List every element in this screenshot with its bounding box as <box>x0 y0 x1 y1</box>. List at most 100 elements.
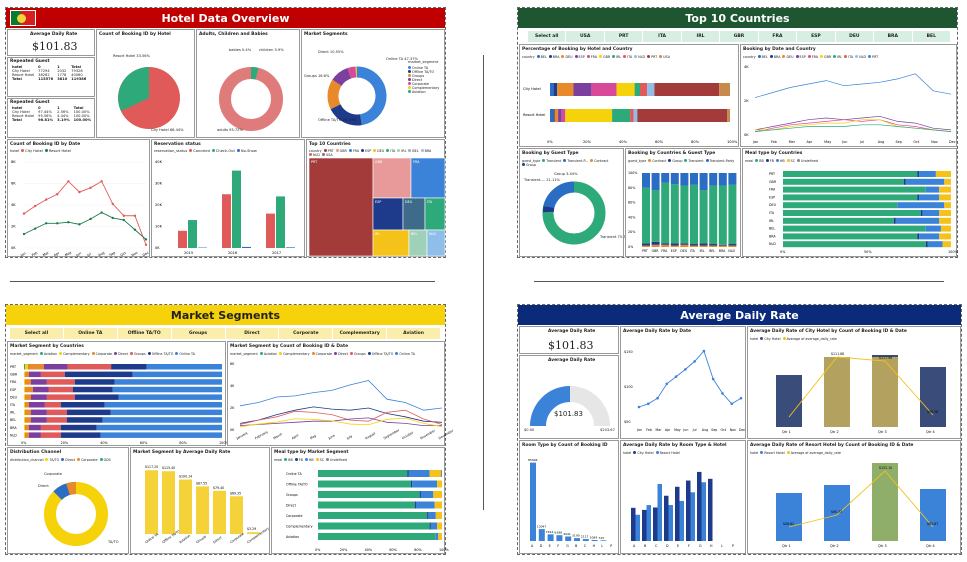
tick-label: 2015 <box>184 251 193 255</box>
legend-dot-icon <box>21 149 25 152</box>
tick-label: $150 <box>624 350 633 354</box>
tick-label: Sep <box>711 428 717 432</box>
countries-guest-type-chart: Booking by Countries & Guest Type guest_… <box>625 148 741 257</box>
market-adr-chart: Market Segment by Average Daily Rate $11… <box>130 447 270 554</box>
stacked-segment <box>24 432 29 438</box>
legend-dot-icon <box>349 352 353 355</box>
distribution-donut-svg <box>44 481 108 546</box>
series-line <box>754 119 952 132</box>
table-cell: 3810 <box>57 77 68 81</box>
legend-item: Corporate <box>77 458 98 462</box>
tick-label: E <box>549 544 551 548</box>
stacked-segment <box>112 386 222 393</box>
legend-dot-icon <box>755 159 759 162</box>
tick-label: FRA <box>661 249 668 253</box>
legend-dot-icon <box>868 55 872 58</box>
legend-dot-icon <box>294 458 298 461</box>
bar <box>178 230 187 248</box>
stacked-segment <box>680 244 689 247</box>
divider-vertical <box>483 55 484 510</box>
tick-label: August <box>364 431 376 440</box>
legend-item: reservation_status <box>154 149 188 153</box>
tick-label: 100% <box>219 441 229 445</box>
slicer-button[interactable]: IRL <box>681 31 720 42</box>
legend-item: GBR <box>335 149 347 153</box>
tick-label: May <box>309 434 317 441</box>
slicer-button[interactable]: Offline TA/TO <box>117 328 171 339</box>
stacked-segment <box>718 185 727 245</box>
slicer-button[interactable]: Online TA <box>63 328 117 339</box>
stacked-segment <box>24 364 25 370</box>
tick-label: NLD <box>728 249 735 253</box>
tick-label: C <box>655 544 658 548</box>
bar <box>538 529 545 541</box>
treemap-cell <box>372 157 412 199</box>
stacked-segment <box>48 386 73 393</box>
table-cell: 100.00% <box>73 110 90 114</box>
tick-label: G <box>699 544 702 548</box>
tick-label: Qtr 3 <box>878 430 887 434</box>
table-cell: Resort Hotel <box>12 114 35 118</box>
slicer-button[interactable]: Select all <box>528 31 566 42</box>
slicer-button[interactable]: PRT <box>604 31 643 42</box>
legend-item: country <box>743 55 756 59</box>
slicer-button[interactable]: Aviation <box>387 328 440 339</box>
legend-item: Resort Hotel <box>44 149 71 153</box>
stacked-segment <box>634 83 640 96</box>
tick-label: December <box>438 428 455 440</box>
tick-label: $100 <box>624 385 633 389</box>
legend-item: hotel <box>10 149 20 153</box>
data-label: $63.87 <box>927 522 938 526</box>
legend-dot-icon <box>668 159 672 162</box>
series-line <box>239 417 442 426</box>
tick-label: P <box>610 544 612 548</box>
stacked-segment <box>935 171 951 177</box>
slicer-button[interactable]: BEL <box>912 31 950 42</box>
tick-label: 30K <box>155 182 163 186</box>
slicer-button[interactable]: FRA <box>758 31 797 42</box>
stacked-segment <box>895 217 940 224</box>
slicer-button[interactable]: Groups <box>171 328 225 339</box>
stacked-segment <box>102 417 222 423</box>
slicer-button[interactable]: Direct <box>225 328 279 339</box>
slicer-button[interactable]: ESP <box>797 31 835 42</box>
market-segments-donut-chart: Market Segments market_segment Online TA… <box>301 29 445 138</box>
legend-item: ESP <box>795 55 806 59</box>
bar <box>701 482 706 541</box>
slicer-button[interactable]: Complementary <box>333 328 387 339</box>
market-panel <box>5 304 446 555</box>
table-cell: 95.56% <box>38 114 52 118</box>
legend-item: City Hotel <box>760 337 781 341</box>
row-label: NLD <box>769 242 776 246</box>
legend-dot-icon <box>833 55 837 58</box>
row-label: ITA <box>10 403 16 407</box>
table-header: Total <box>73 106 84 110</box>
stacked-segment <box>642 243 650 246</box>
stacked-segment <box>670 173 679 185</box>
legend-dot-icon <box>373 149 377 152</box>
divider-top-left <box>10 281 435 282</box>
slicer-button[interactable]: BRA <box>874 31 912 42</box>
stacked-segment <box>699 243 708 246</box>
stacked-segment <box>728 244 737 246</box>
stacked-segment <box>318 470 408 477</box>
data-point <box>33 204 37 208</box>
slicer-button[interactable]: Corporate <box>279 328 333 339</box>
table-header: Total <box>71 65 82 69</box>
legend-item: Direct <box>408 78 439 82</box>
stacked-segment <box>43 364 68 370</box>
slicer-button[interactable]: GBR <box>720 31 758 42</box>
legend-item: market_segment <box>230 352 258 356</box>
row-label: BRA <box>769 234 776 238</box>
market-donut-svg <box>327 66 387 126</box>
country-guest-svg: 100% 80% 60% 40% 20% 0% PRT GBR FRA ESP DEU ITA IRL B… <box>628 171 737 253</box>
slicer-button[interactable]: ITA <box>643 31 681 42</box>
legend-item: Online TA <box>175 352 195 356</box>
data-point <box>56 222 59 225</box>
slicer-button[interactable]: DEU <box>835 31 874 42</box>
tick-label: Aug <box>878 140 885 144</box>
slicer-button[interactable]: Select all <box>10 328 63 339</box>
donut-segment <box>347 66 357 79</box>
slicer-button[interactable]: USA <box>566 31 604 42</box>
legend-dot-icon <box>309 153 312 156</box>
